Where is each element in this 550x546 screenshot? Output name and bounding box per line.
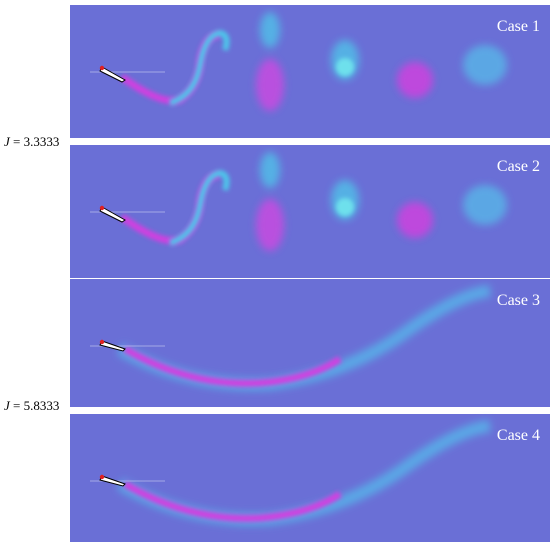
- j-label: J = 3.3333: [4, 134, 59, 149]
- case-label: Case 3: [497, 292, 540, 309]
- j-symbol: J: [4, 398, 11, 413]
- panel: Case 3: [70, 279, 550, 407]
- panel: Case 2: [70, 145, 550, 278]
- j-value: = 5.8333: [13, 398, 59, 413]
- case-label: Case 2: [497, 158, 540, 175]
- j-value: = 3.3333: [13, 134, 59, 149]
- j-label: J = 5.8333: [4, 398, 59, 413]
- panel: Case 4: [70, 414, 550, 542]
- case-label: Case 1: [497, 18, 540, 35]
- panel: Case 1: [70, 5, 550, 138]
- j-symbol: J: [4, 134, 11, 149]
- case-label: Case 4: [497, 427, 540, 444]
